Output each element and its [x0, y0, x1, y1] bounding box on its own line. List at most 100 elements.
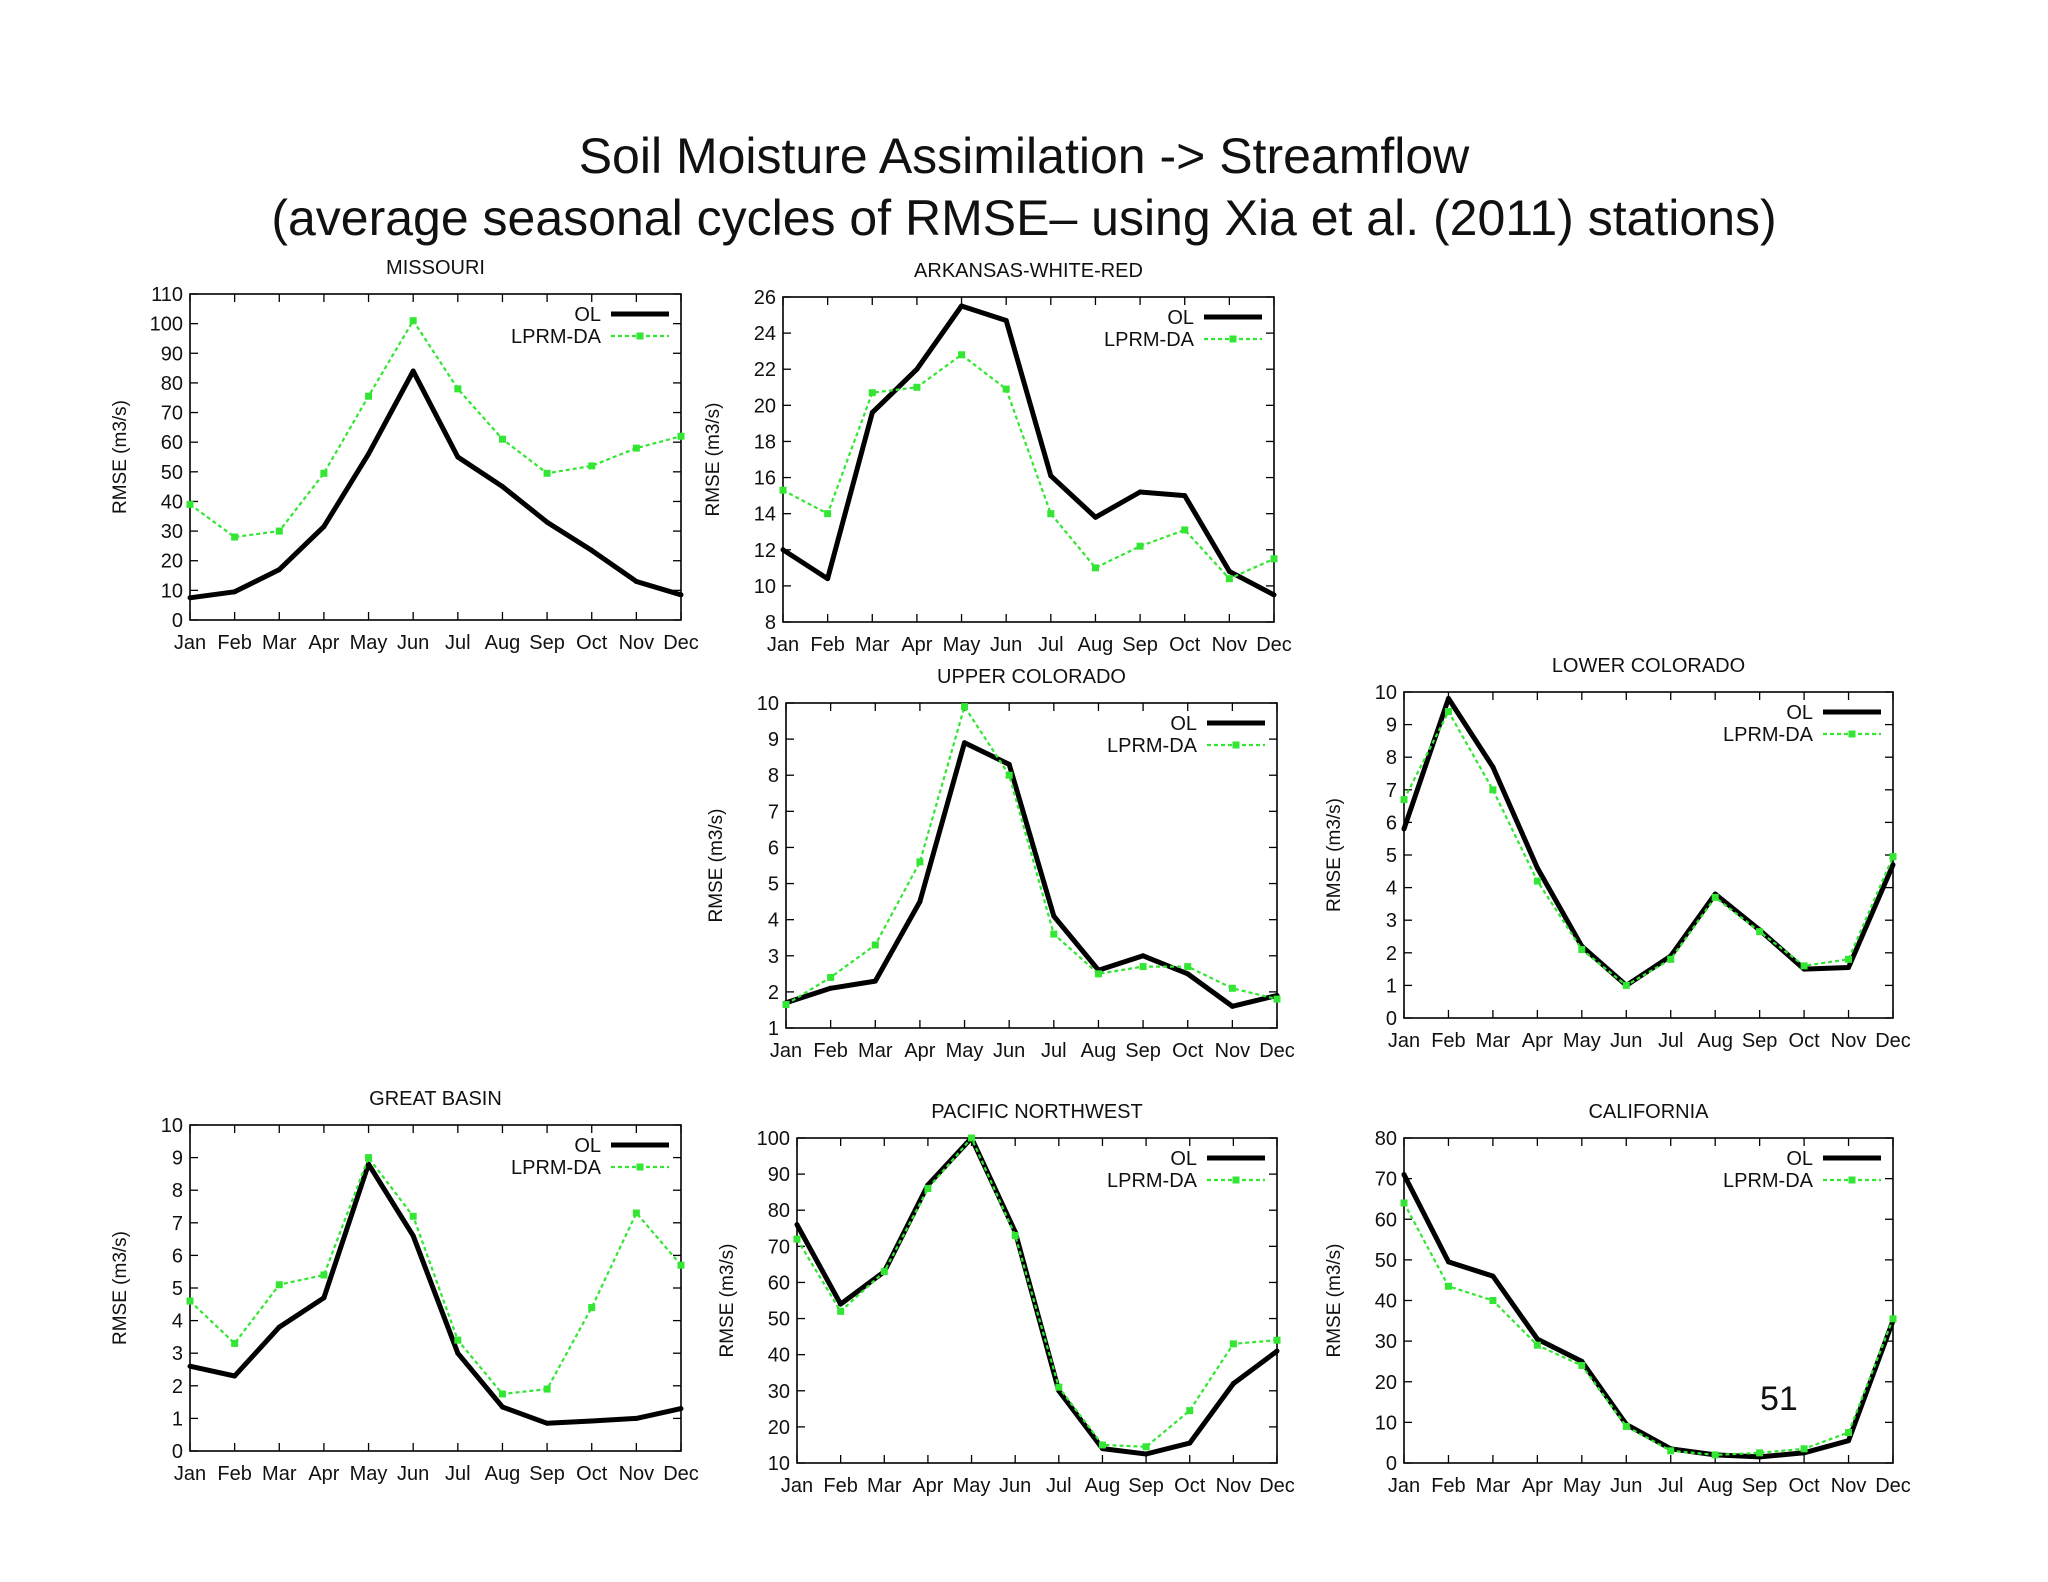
data-point-lprm-da: [1270, 555, 1278, 563]
x-tick-label: Jun: [1610, 1475, 1642, 1497]
y-tick-label: 40: [768, 1345, 790, 1367]
data-point-ol: [1137, 489, 1143, 495]
data-point-ol: [1006, 761, 1012, 767]
chart-upper-colorado: UPPER COLORADO RMSE (m3/s) 1 2 3 4 5 6 7 8 9 10 Jan F…: [706, 666, 1295, 1062]
plot-frame: [796, 1137, 1278, 1464]
data-point-lprm-da: [454, 1336, 462, 1344]
y-tick-label: 0: [1386, 1008, 1397, 1030]
data-point-lprm-da: [1578, 1362, 1586, 1369]
data-point-ol: [1048, 473, 1054, 479]
x-tick-label: Oct: [1174, 1475, 1206, 1497]
x-tick-label: Apr: [308, 632, 339, 654]
y-tick-label: 70: [1375, 1169, 1397, 1191]
series-line-ol: [189, 1161, 682, 1426]
legend-label-lprm-da: LPRM-DA: [1723, 1170, 1814, 1192]
data-point-lprm-da: [916, 858, 924, 866]
data-point-lprm-da: [1622, 1422, 1630, 1430]
data-point-ol: [1140, 953, 1146, 959]
x-tick-label: Mar: [262, 1463, 297, 1485]
y-tick-label: 50: [1375, 1250, 1397, 1272]
data-point-lprm-da: [1756, 1449, 1764, 1457]
legend-marker-lprm-da: [1229, 335, 1237, 343]
data-point-lprm-da: [588, 462, 596, 470]
legend-label-ol: OL: [1167, 307, 1194, 329]
x-tick-label: Jan: [767, 634, 799, 656]
data-point-lprm-da: [1667, 955, 1675, 963]
data-point-ol: [1623, 982, 1629, 988]
x-tick-label: Aug: [1697, 1475, 1733, 1497]
data-point-ol: [410, 1233, 416, 1239]
data-point-ol: [321, 1295, 327, 1301]
data-point-lprm-da: [543, 469, 551, 477]
y-tick-label: 80: [768, 1200, 790, 1222]
x-tick-label: Jan: [770, 1040, 802, 1062]
data-point-lprm-da: [1845, 1429, 1853, 1437]
y-tick-label: 4: [172, 1311, 183, 1333]
chart-lower-colorado: LOWER COLORADO RMSE (m3/s) 0 1 2 3 4 5 6 7 8 9 10 Jan…: [1324, 655, 1911, 1052]
data-point-lprm-da: [1533, 877, 1541, 885]
data-point-lprm-da: [924, 1185, 932, 1193]
data-point-ol: [1185, 971, 1191, 977]
x-tick-label: Dec: [1875, 1030, 1911, 1052]
data-point-lprm-da: [1002, 385, 1010, 393]
data-point-ol: [187, 595, 193, 601]
series-line-ol: [794, 1135, 1279, 1457]
legend-marker-lprm-da: [636, 332, 644, 340]
data-point-lprm-da: [1889, 1315, 1897, 1323]
data-point-ol: [780, 547, 786, 553]
x-tick-label: Mar: [262, 632, 297, 654]
y-tick-label: 40: [1375, 1291, 1397, 1313]
data-point-ol: [962, 740, 968, 746]
y-tick-label: 80: [1375, 1128, 1397, 1150]
data-point-ol: [872, 978, 878, 984]
y-tick-label: 30: [1375, 1331, 1397, 1353]
legend-label-ol: OL: [1170, 1148, 1197, 1170]
data-point-lprm-da: [1050, 930, 1058, 938]
data-point-lprm-da: [1011, 1232, 1019, 1239]
x-tick-label: Jul: [1658, 1475, 1684, 1497]
series-line-ol: [1401, 1173, 1896, 1460]
data-point-lprm-da: [632, 1209, 640, 1217]
data-point-ol: [828, 985, 834, 991]
chart-pacific-northwest: PACIFIC NORTHWEST RMSE (m3/s) 10 20 30 40 50 60…: [717, 1101, 1295, 1497]
data-point-lprm-da: [1225, 575, 1233, 583]
y-tick-label: 8: [768, 765, 779, 787]
x-tick-label: Dec: [663, 1463, 699, 1485]
plot-frame: [785, 702, 1278, 1029]
y-axis-label: RMSE (m3/s): [110, 1231, 131, 1345]
legend-label-lprm-da: LPRM-DA: [1104, 329, 1195, 351]
y-tick-label: 70: [768, 1236, 790, 1258]
x-tick-label: Oct: [1169, 634, 1201, 656]
x-tick-label: Feb: [810, 634, 844, 656]
y-tick-label: 0: [172, 1441, 183, 1463]
x-tick-label: Jul: [1658, 1030, 1684, 1052]
data-point-ol: [914, 366, 920, 372]
data-point-ol: [1490, 1273, 1496, 1279]
series-line-lprm-da: [189, 1156, 682, 1396]
data-point-ol: [1226, 568, 1232, 574]
x-tick-label: Feb: [1431, 1475, 1465, 1497]
y-tick-label: 16: [754, 468, 776, 490]
y-tick-label: 30: [768, 1381, 790, 1403]
x-tick-label: Dec: [663, 632, 699, 654]
y-tick-label: 7: [1386, 780, 1397, 802]
chart-title: CALIFORNIA: [1588, 1101, 1709, 1123]
data-point-lprm-da: [632, 444, 640, 452]
data-point-lprm-da: [1489, 786, 1497, 794]
y-axis-label: RMSE (m3/s): [717, 1244, 738, 1358]
data-point-ol: [1890, 862, 1896, 868]
data-point-lprm-da: [1055, 1383, 1063, 1391]
data-point-ol: [1534, 865, 1540, 871]
chart-california: CALIFORNIA RMSE (m3/s) 0 10 20 30 40 50 60 70 80 Ja…: [1324, 1101, 1911, 1497]
data-point-lprm-da: [1136, 542, 1144, 550]
x-tick-label: May: [350, 632, 388, 654]
y-tick-label: 60: [1375, 1209, 1397, 1231]
y-tick-label: 0: [172, 610, 183, 632]
chart-missouri: MISSOURI RMSE (m3/s) 0 10 20 30 40 50 60 70 80 90 10…: [110, 257, 699, 654]
y-tick-label: 1: [172, 1408, 183, 1430]
y-tick-label: 3: [172, 1343, 183, 1365]
y-tick-label: 8: [765, 612, 776, 634]
y-tick-label: 30: [161, 521, 183, 543]
data-point-ol: [633, 1415, 639, 1421]
data-point-ol: [825, 576, 831, 582]
